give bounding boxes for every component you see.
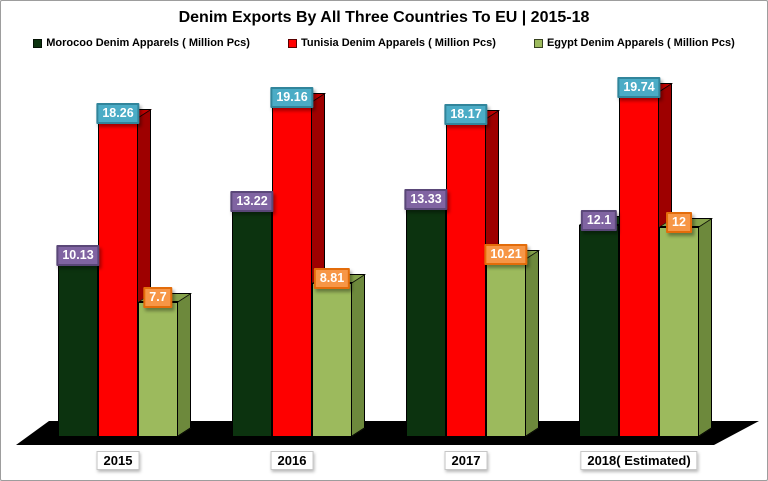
category-label-2018: 2018( Estimated) xyxy=(580,451,698,470)
bar-morocco-2018-front-face xyxy=(579,225,619,437)
bar-egypt-2017-side-face xyxy=(525,250,539,437)
bar-egypt-2015-front-face xyxy=(138,302,178,437)
bar-egypt-2015-side-face xyxy=(177,293,191,437)
value-label-egypt-2015: 7.7 xyxy=(143,287,173,308)
value-label-egypt-2017: 10.21 xyxy=(484,244,528,265)
bar-morocco-2016-front-face xyxy=(232,206,272,437)
legend-marker-icon xyxy=(33,38,43,48)
value-label-tunisia-2017: 18.17 xyxy=(444,104,488,125)
legend-item-egypt: Egypt Denim Apparels ( Million Pcs) xyxy=(533,37,735,49)
value-label-morocco-2016: 13.22 xyxy=(230,191,274,212)
chart-legend: Morocoo Denim Apparels ( Million Pcs) Tun… xyxy=(1,37,767,49)
value-label-morocco-2018: 12.1 xyxy=(580,210,618,231)
value-label-egypt-2016: 8.81 xyxy=(313,268,351,289)
value-label-egypt-2018: 12 xyxy=(666,212,692,233)
bar-egypt-2016-front-face xyxy=(312,283,352,437)
legend-item-morocco: Morocoo Denim Apparels ( Million Pcs) xyxy=(33,37,250,49)
category-label-2016: 2016 xyxy=(270,451,314,470)
legend-label: Egypt Denim Apparels ( Million Pcs) xyxy=(546,37,735,49)
bar-egypt-2018-front-face xyxy=(659,227,699,437)
bar-egypt-2016-side-face xyxy=(351,274,365,437)
bar-tunisia-2015-front-face xyxy=(98,118,138,437)
value-label-tunisia-2018: 19.74 xyxy=(617,77,661,98)
bar-tunisia-2017-front-face xyxy=(446,119,486,437)
category-label-2015: 2015 xyxy=(96,451,140,470)
bar-egypt-2018-side-face xyxy=(698,218,712,437)
legend-marker-icon xyxy=(533,38,543,48)
bar-tunisia-2018-front-face xyxy=(619,92,659,437)
bar-egypt-2017-front-face xyxy=(486,259,526,437)
bar-morocco-2015-front-face xyxy=(58,260,98,437)
legend-label: Tunisia Denim Apparels ( Million Pcs) xyxy=(300,37,496,49)
value-label-tunisia-2016: 19.16 xyxy=(270,87,314,108)
value-label-morocco-2017: 13.33 xyxy=(404,189,448,210)
legend-label: Morocoo Denim Apparels ( Million Pcs) xyxy=(46,37,250,49)
value-label-morocco-2015: 10.13 xyxy=(56,245,100,266)
bar-tunisia-2016-front-face xyxy=(272,102,312,437)
chart-title: Denim Exports By All Three Countries To … xyxy=(178,9,590,26)
bar-morocco-2017-front-face xyxy=(406,204,446,437)
category-label-2017: 2017 xyxy=(444,451,488,470)
value-label-tunisia-2015: 18.26 xyxy=(96,103,140,124)
legend-item-tunisia: Tunisia Denim Apparels ( Million Pcs) xyxy=(287,37,496,49)
legend-marker-icon xyxy=(287,38,297,48)
